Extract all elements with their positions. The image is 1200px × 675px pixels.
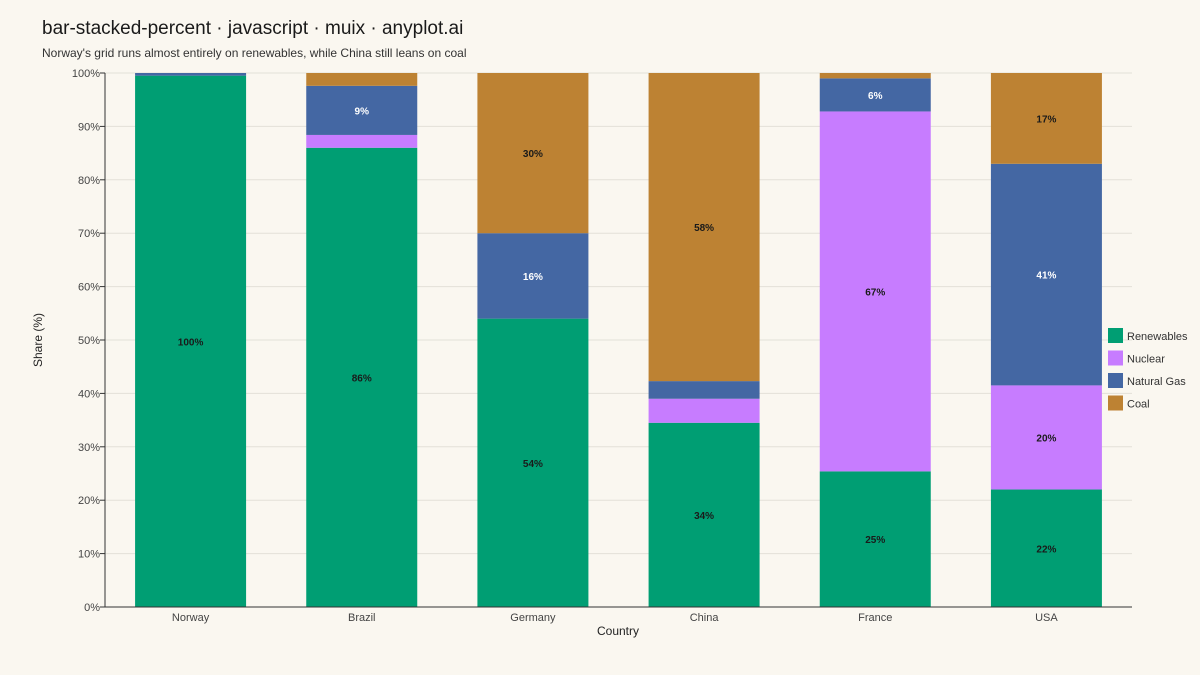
data-label: 16%	[523, 272, 543, 283]
data-label: 6%	[868, 91, 883, 102]
bar-segment-natural-gas	[306, 85, 418, 135]
tick-labels: 0% 10% 20% 30% 40% 50% 60% 70% 80% 90% 100% Norway B…	[72, 68, 1059, 624]
bar-segment-natural-gas	[990, 163, 1102, 386]
x-tick-label: China	[690, 612, 720, 624]
x-tick-label: Norway	[172, 612, 210, 624]
y-tick-label: 10%	[78, 549, 100, 561]
legend-label: Natural Gas	[1127, 376, 1186, 388]
legend-label: Renewables	[1127, 331, 1188, 343]
y-tick-label: 40%	[78, 388, 100, 400]
y-tick-label: 20%	[78, 495, 100, 507]
bars: 100% 86% 9% 54% 16% 30% 34% 58% 25% 67% 6% 22% 20% 41…	[135, 73, 1102, 608]
bar-segment-coal	[477, 73, 589, 234]
bar-segment-coal	[648, 73, 760, 382]
bar-segment-natural-gas	[477, 233, 589, 319]
data-label: 25%	[865, 535, 885, 546]
bar-segment-nuclear	[306, 134, 418, 148]
data-label: 30%	[523, 149, 543, 160]
bar-segment-coal	[819, 73, 931, 79]
x-tick-label: France	[858, 612, 892, 624]
y-tick-label: 80%	[78, 175, 100, 187]
bar-segment-renewables	[819, 471, 931, 607]
data-label: 9%	[355, 106, 370, 117]
x-tick-label: USA	[1035, 612, 1058, 624]
bar-segment-renewables	[135, 75, 247, 608]
bar-segment-nuclear	[990, 385, 1102, 490]
data-label: 58%	[694, 223, 714, 234]
chart-subtitle: Norway's grid runs almost entirely on re…	[42, 46, 467, 60]
data-label: 22%	[1036, 544, 1056, 555]
legend-swatch	[1108, 373, 1123, 388]
y-axis-label: Share (%)	[31, 313, 45, 367]
legend-swatch	[1108, 395, 1123, 411]
legend-label: Coal	[1127, 399, 1150, 411]
x-tick-label: Brazil	[348, 612, 376, 624]
y-tick-label: 70%	[78, 228, 100, 240]
chart-title: bar-stacked-percent · javascript · muix …	[42, 18, 464, 39]
y-tick-label: 90%	[78, 121, 100, 133]
legend-label: Nuclear	[1127, 354, 1165, 366]
x-tick-label: Germany	[510, 612, 556, 624]
legend: Renewables Nuclear Natural Gas Coal	[1108, 328, 1188, 411]
y-tick-label: 30%	[78, 442, 100, 454]
bar-segment-renewables	[990, 489, 1102, 607]
bar-segment-coal	[990, 73, 1102, 164]
data-label: 100%	[178, 337, 204, 348]
bar-segment-nuclear	[819, 111, 931, 472]
bar-segment-nuclear	[648, 398, 760, 423]
x-axis-label: Country	[597, 624, 639, 638]
gridlines	[105, 72, 1132, 608]
bar-segment-coal	[306, 73, 418, 86]
bar-segment-renewables	[648, 422, 760, 607]
data-label: 67%	[865, 287, 885, 298]
data-label: 54%	[523, 459, 543, 470]
y-tick-label: 50%	[78, 335, 100, 347]
y-tick-label: 0%	[84, 602, 100, 614]
bar-segment-natural-gas	[819, 78, 931, 112]
bar-segment-renewables	[306, 147, 418, 607]
bar-segment-renewables	[477, 318, 589, 607]
y-tick-label: 100%	[72, 68, 100, 80]
data-label: 34%	[694, 511, 714, 522]
legend-swatch	[1108, 328, 1123, 343]
y-tick-label: 60%	[78, 282, 100, 294]
legend-swatch	[1108, 350, 1123, 366]
axes	[100, 72, 1132, 608]
bar-segment-natural-gas	[648, 381, 760, 399]
data-label: 41%	[1036, 271, 1056, 282]
data-label: 86%	[352, 373, 372, 384]
data-label: 17%	[1036, 114, 1056, 125]
data-label: 20%	[1036, 433, 1056, 444]
bar-segment-natural-gas	[135, 73, 247, 76]
